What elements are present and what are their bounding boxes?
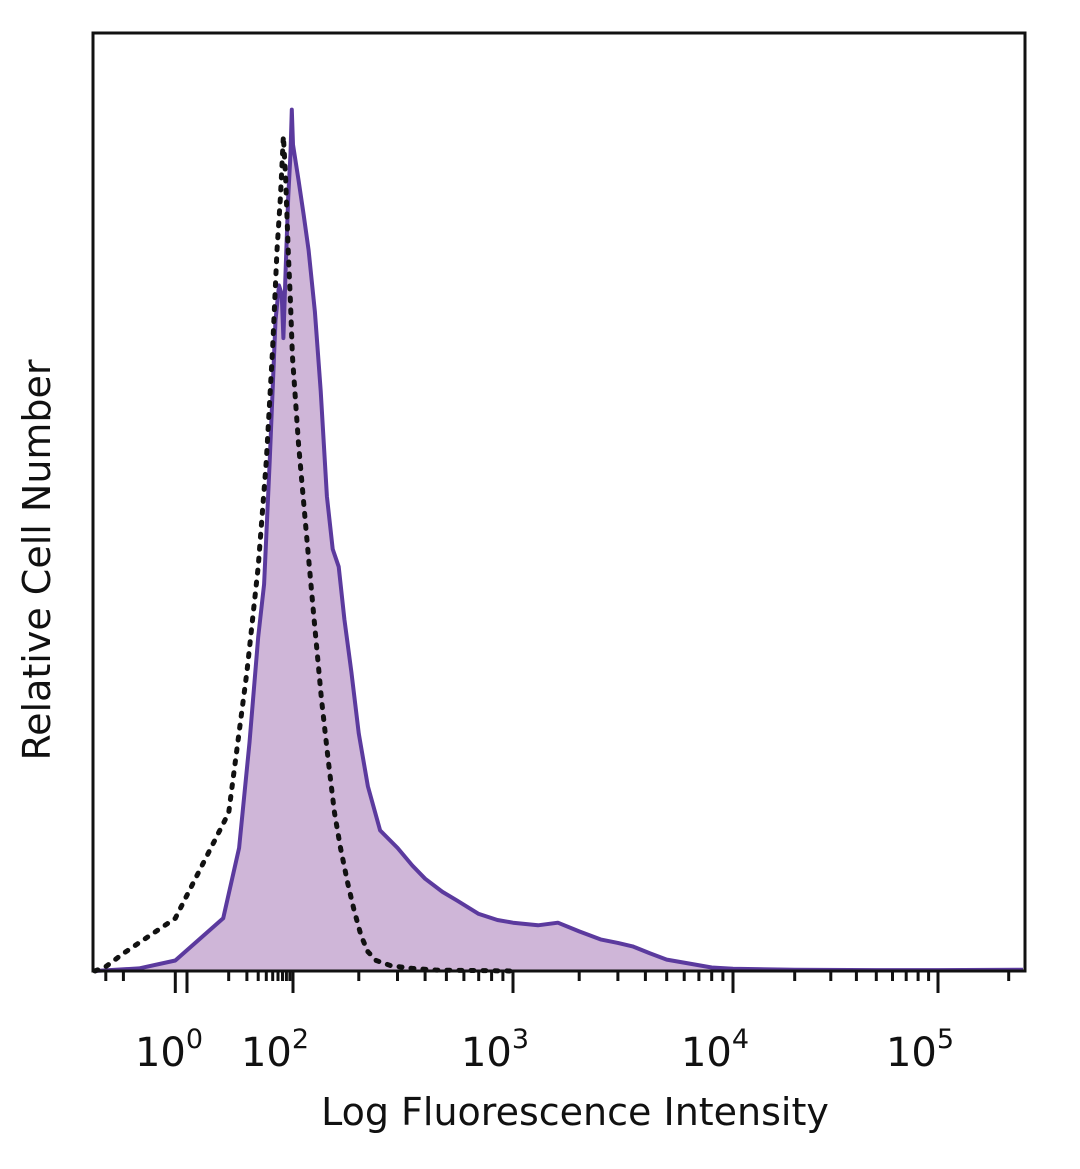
x-axis-ticks bbox=[104, 971, 1011, 993]
stained-histogram-line bbox=[94, 107, 1024, 973]
x-tick-label: 100 bbox=[135, 1024, 203, 1076]
x-axis-title: Log Fluorescence Intensity bbox=[321, 1090, 829, 1134]
y-axis-title: Relative Cell Number bbox=[15, 359, 59, 760]
series-layer bbox=[92, 107, 1024, 974]
x-tick-label: 104 bbox=[681, 1024, 749, 1076]
x-tick-label: 105 bbox=[886, 1024, 954, 1076]
plot-frame bbox=[91, 31, 1027, 973]
x-tick-label: 102 bbox=[241, 1024, 309, 1076]
stained-histogram-fill bbox=[95, 109, 1023, 972]
x-axis-tick-labels: 100 102 103 104 105 bbox=[135, 1024, 954, 1076]
x-tick-label: 103 bbox=[461, 1024, 529, 1076]
control-histogram-dotted-line bbox=[92, 135, 516, 974]
